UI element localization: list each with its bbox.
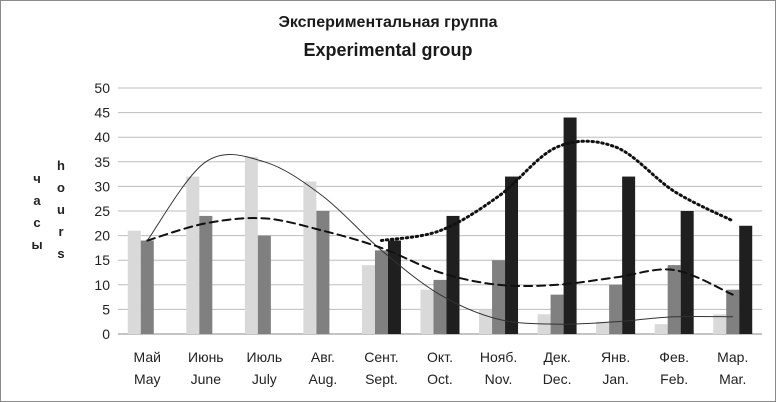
x-tick-label-ru: Фев. xyxy=(659,349,689,365)
bar xyxy=(492,260,506,334)
bar xyxy=(609,284,623,334)
y-axis-label-en-letter: s xyxy=(57,246,65,261)
x-tick-label-ru: Июнь xyxy=(188,349,224,365)
x-tick-label-en: Mar. xyxy=(719,371,746,387)
x-tick-label-en: July xyxy=(252,371,277,387)
bar xyxy=(361,265,375,334)
y-tick-label: 30 xyxy=(94,178,110,194)
y-tick-label: 25 xyxy=(94,203,110,219)
bar xyxy=(479,309,493,334)
y-axis-label-ru-letter: а xyxy=(33,193,41,208)
bar xyxy=(680,211,694,334)
trendline-dashed xyxy=(146,217,734,296)
y-tick-label: 10 xyxy=(94,277,110,293)
x-tick-label-ru: Янв. xyxy=(601,349,630,365)
y-axis-label-en-letter: u xyxy=(57,202,65,217)
x-tick-label-en: Nov. xyxy=(485,371,513,387)
bar xyxy=(257,235,271,334)
x-tick-label-en: Jan. xyxy=(602,371,628,387)
y-tick-label: 50 xyxy=(94,80,110,96)
bar xyxy=(199,215,213,334)
y-tick-label: 20 xyxy=(94,228,110,244)
x-tick-label-en: Aug. xyxy=(309,371,338,387)
x-tick-label-ru: Авг. xyxy=(311,349,335,365)
bar xyxy=(140,240,154,334)
bar xyxy=(654,324,668,334)
x-tick-label-en: Sept. xyxy=(365,371,398,387)
bar xyxy=(303,181,317,334)
bar xyxy=(374,250,388,334)
y-tick-label: 45 xyxy=(94,105,110,121)
bar xyxy=(667,265,681,334)
bar xyxy=(550,294,564,334)
bar xyxy=(505,176,519,334)
y-axis-label-en-letter: r xyxy=(58,224,64,239)
bar xyxy=(316,211,330,334)
bar xyxy=(596,321,610,334)
x-tick-label-en: Oct. xyxy=(427,371,453,387)
x-tick-label-ru: Нояб. xyxy=(480,349,517,365)
x-tick-label-en: Dec. xyxy=(543,371,572,387)
bar xyxy=(739,225,753,334)
y-tick-label: 5 xyxy=(102,301,110,317)
y-axis-label-ru-letter: ы xyxy=(31,237,43,252)
x-tick-label-en: May xyxy=(134,371,160,387)
y-tick-label: 15 xyxy=(94,252,110,268)
x-tick-label-ru: Май xyxy=(134,349,161,365)
x-tick-label-ru: Окт. xyxy=(427,349,453,365)
y-axis-label-en-letter: h xyxy=(57,158,65,173)
x-tick-label-ru: Сент. xyxy=(364,349,398,365)
x-tick-label-ru: Дек. xyxy=(543,349,570,365)
trendline-thin-solid xyxy=(146,154,734,325)
bar xyxy=(244,156,258,334)
bar xyxy=(446,215,460,334)
bar xyxy=(713,314,727,334)
bar xyxy=(127,230,141,334)
bar xyxy=(186,176,200,334)
y-axis-label-ru-letter: с xyxy=(33,215,41,230)
bar xyxy=(433,279,447,334)
x-tick-label-ru: Мар. xyxy=(717,349,748,365)
bar xyxy=(563,117,577,335)
chart-title: Экспериментальная группа xyxy=(278,14,498,31)
chart-subtitle: Experimental group xyxy=(303,40,473,60)
y-axis-label-ru-letter: ч xyxy=(33,171,41,186)
y-tick-label: 40 xyxy=(94,129,110,145)
y-axis-label-en-letter: o xyxy=(57,180,65,195)
bar xyxy=(622,176,636,334)
y-tick-label: 0 xyxy=(102,326,110,342)
x-tick-label-en: Feb. xyxy=(660,371,688,387)
bar xyxy=(726,289,740,334)
bar xyxy=(420,289,434,334)
x-tick-label-ru: Июль xyxy=(247,349,283,365)
trendline-dotted xyxy=(379,139,735,243)
x-tick-label-en: June xyxy=(191,371,222,387)
y-tick-label: 35 xyxy=(94,154,110,170)
